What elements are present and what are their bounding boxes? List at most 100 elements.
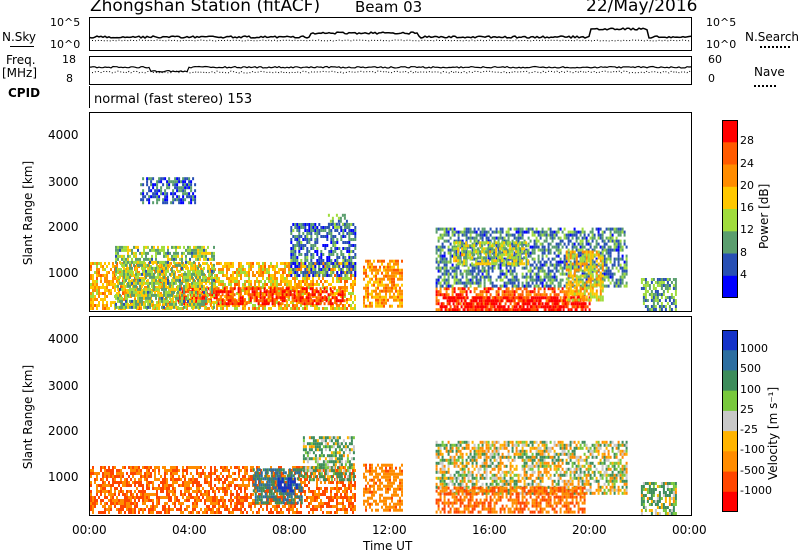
noise-tick-left-bottom: 10^0 [50, 38, 81, 51]
beam-label: Beam 03 [355, 0, 423, 16]
colorbar-swatch [722, 209, 738, 232]
power-blob [363, 259, 403, 308]
x-tick-2400: 00:00 [672, 523, 707, 537]
colorbar-swatch [722, 431, 738, 452]
freq-tick-top: 18 [62, 53, 76, 66]
colorbar-swatch [722, 410, 738, 432]
velocity-y-tick-2000: 2000 [48, 424, 79, 438]
noise-tick-right-top: 10^5 [706, 16, 737, 29]
colorbar-tick: 12 [740, 223, 754, 236]
noise-traces [89, 27, 692, 42]
colorbar-tick: 28 [740, 134, 754, 147]
velocity-heatmap [90, 436, 677, 515]
colorbar-tick: 20 [740, 179, 754, 192]
power-blob [115, 245, 215, 309]
power-blob [565, 250, 604, 302]
velocity-y-tick-4000: 4000 [48, 332, 79, 346]
power-colorbar-ticks: 28 24 20 16 12 8 4 [740, 120, 780, 298]
power-blob [640, 278, 677, 311]
cpid-text: normal (fast stereo) 153 [94, 92, 253, 107]
nave-legend-line [754, 85, 776, 87]
freq-label: Freq. [6, 53, 36, 67]
colorbar-tick: 25 [740, 403, 754, 416]
noise-panel [89, 17, 692, 51]
power-colorbar [722, 120, 738, 298]
x-tick-0000: 00:00 [72, 523, 107, 537]
colorbar-tick: 4 [740, 268, 747, 281]
colorbar-swatch [722, 471, 738, 493]
x-tick-0400: 04:00 [172, 523, 207, 537]
freq-traces [89, 65, 692, 74]
power-y-tick-3000: 3000 [48, 175, 79, 189]
x-tick-1600: 16:00 [472, 523, 507, 537]
colorbar-swatch [722, 164, 738, 188]
velocity-y-tick-3000: 3000 [48, 379, 79, 393]
power-y-tick-2000: 2000 [48, 220, 79, 234]
velocity-colorbar [722, 330, 738, 512]
nsearch-label: N.Search [745, 30, 800, 44]
x-tick-1200: 12:00 [372, 523, 407, 537]
power-blob [140, 177, 197, 205]
colorbar-swatch [722, 370, 738, 392]
velocity-y-axis-label: Slant Range [km] [21, 364, 36, 470]
noise-tick-right-bottom: 10^0 [706, 38, 737, 51]
velocity-blob [435, 486, 586, 514]
colorbar-swatch [722, 142, 738, 166]
velocity-colorbar-label: Velocity [m s⁻¹] [766, 386, 780, 480]
nsky-trace [89, 27, 692, 40]
noise-tick-left-top: 10^5 [50, 16, 81, 29]
freq-trace [89, 65, 692, 73]
colorbar-tick: -1000 [740, 484, 772, 497]
colorbar-tick: 500 [740, 362, 761, 375]
power-panel [89, 112, 692, 312]
power-heatmap [90, 177, 677, 311]
colorbar-tick: 1000 [740, 342, 768, 355]
colorbar-tick: 24 [740, 157, 754, 170]
colorbar-swatch [722, 231, 738, 255]
velocity-blob [363, 463, 403, 512]
velocity-panel [89, 316, 692, 516]
x-axis-label: Time UT [363, 539, 413, 553]
velocity-y-tick-1000: 1000 [48, 470, 79, 484]
colorbar-tick: 16 [740, 201, 754, 214]
colorbar-swatch [722, 330, 738, 351]
colorbar-swatch [722, 253, 738, 277]
freq-panel [89, 56, 692, 85]
power-blob [453, 241, 530, 266]
colorbar-tick: 100 [740, 383, 761, 396]
power-y-tick-4000: 4000 [48, 128, 79, 142]
x-tick-2000: 20:00 [572, 523, 607, 537]
power-colorbar-label: Power [dB] [757, 183, 771, 249]
nsky-label: N.Sky [2, 30, 37, 44]
nave-tick-top: 60 [708, 53, 722, 66]
power-y-tick-1000: 1000 [48, 266, 79, 280]
x-tick-0800: 08:00 [272, 523, 307, 537]
cpid-bar [89, 86, 90, 108]
colorbar-swatch [722, 350, 738, 371]
freq-unit: [MHz] [2, 66, 38, 80]
freq-tick-bottom: 8 [66, 72, 73, 85]
power-blob [327, 213, 348, 229]
nsearch-trace [89, 39, 692, 42]
colorbar-tick: -25 [740, 423, 758, 436]
date-label: 22/May/2016 [586, 0, 698, 16]
nave-tick-bottom: 0 [708, 72, 715, 85]
velocity-blob [302, 436, 355, 482]
nave-label: Nave [754, 65, 785, 79]
power-y-axis-label: Slant Range [km] [21, 160, 36, 266]
colorbar-tick: -100 [740, 443, 765, 456]
velocity-colorbar-ticks: 1000 500 100 25 -25 -100 -500 -1000 [740, 330, 780, 512]
station-title: Zhongshan Station (fitACF) [90, 0, 321, 16]
velocity-blob [640, 482, 677, 515]
colorbar-tick: -500 [740, 464, 765, 477]
power-blob [440, 296, 591, 311]
colorbar-swatch [722, 491, 738, 512]
colorbar-swatch [722, 275, 738, 298]
colorbar-swatch [722, 390, 738, 412]
cpid-label: CPID [8, 86, 41, 100]
colorbar-swatch [722, 120, 738, 143]
nsky-legend-line [10, 46, 34, 47]
colorbar-swatch [722, 186, 738, 210]
colorbar-tick: 8 [740, 246, 747, 259]
velocity-blob [90, 466, 356, 514]
